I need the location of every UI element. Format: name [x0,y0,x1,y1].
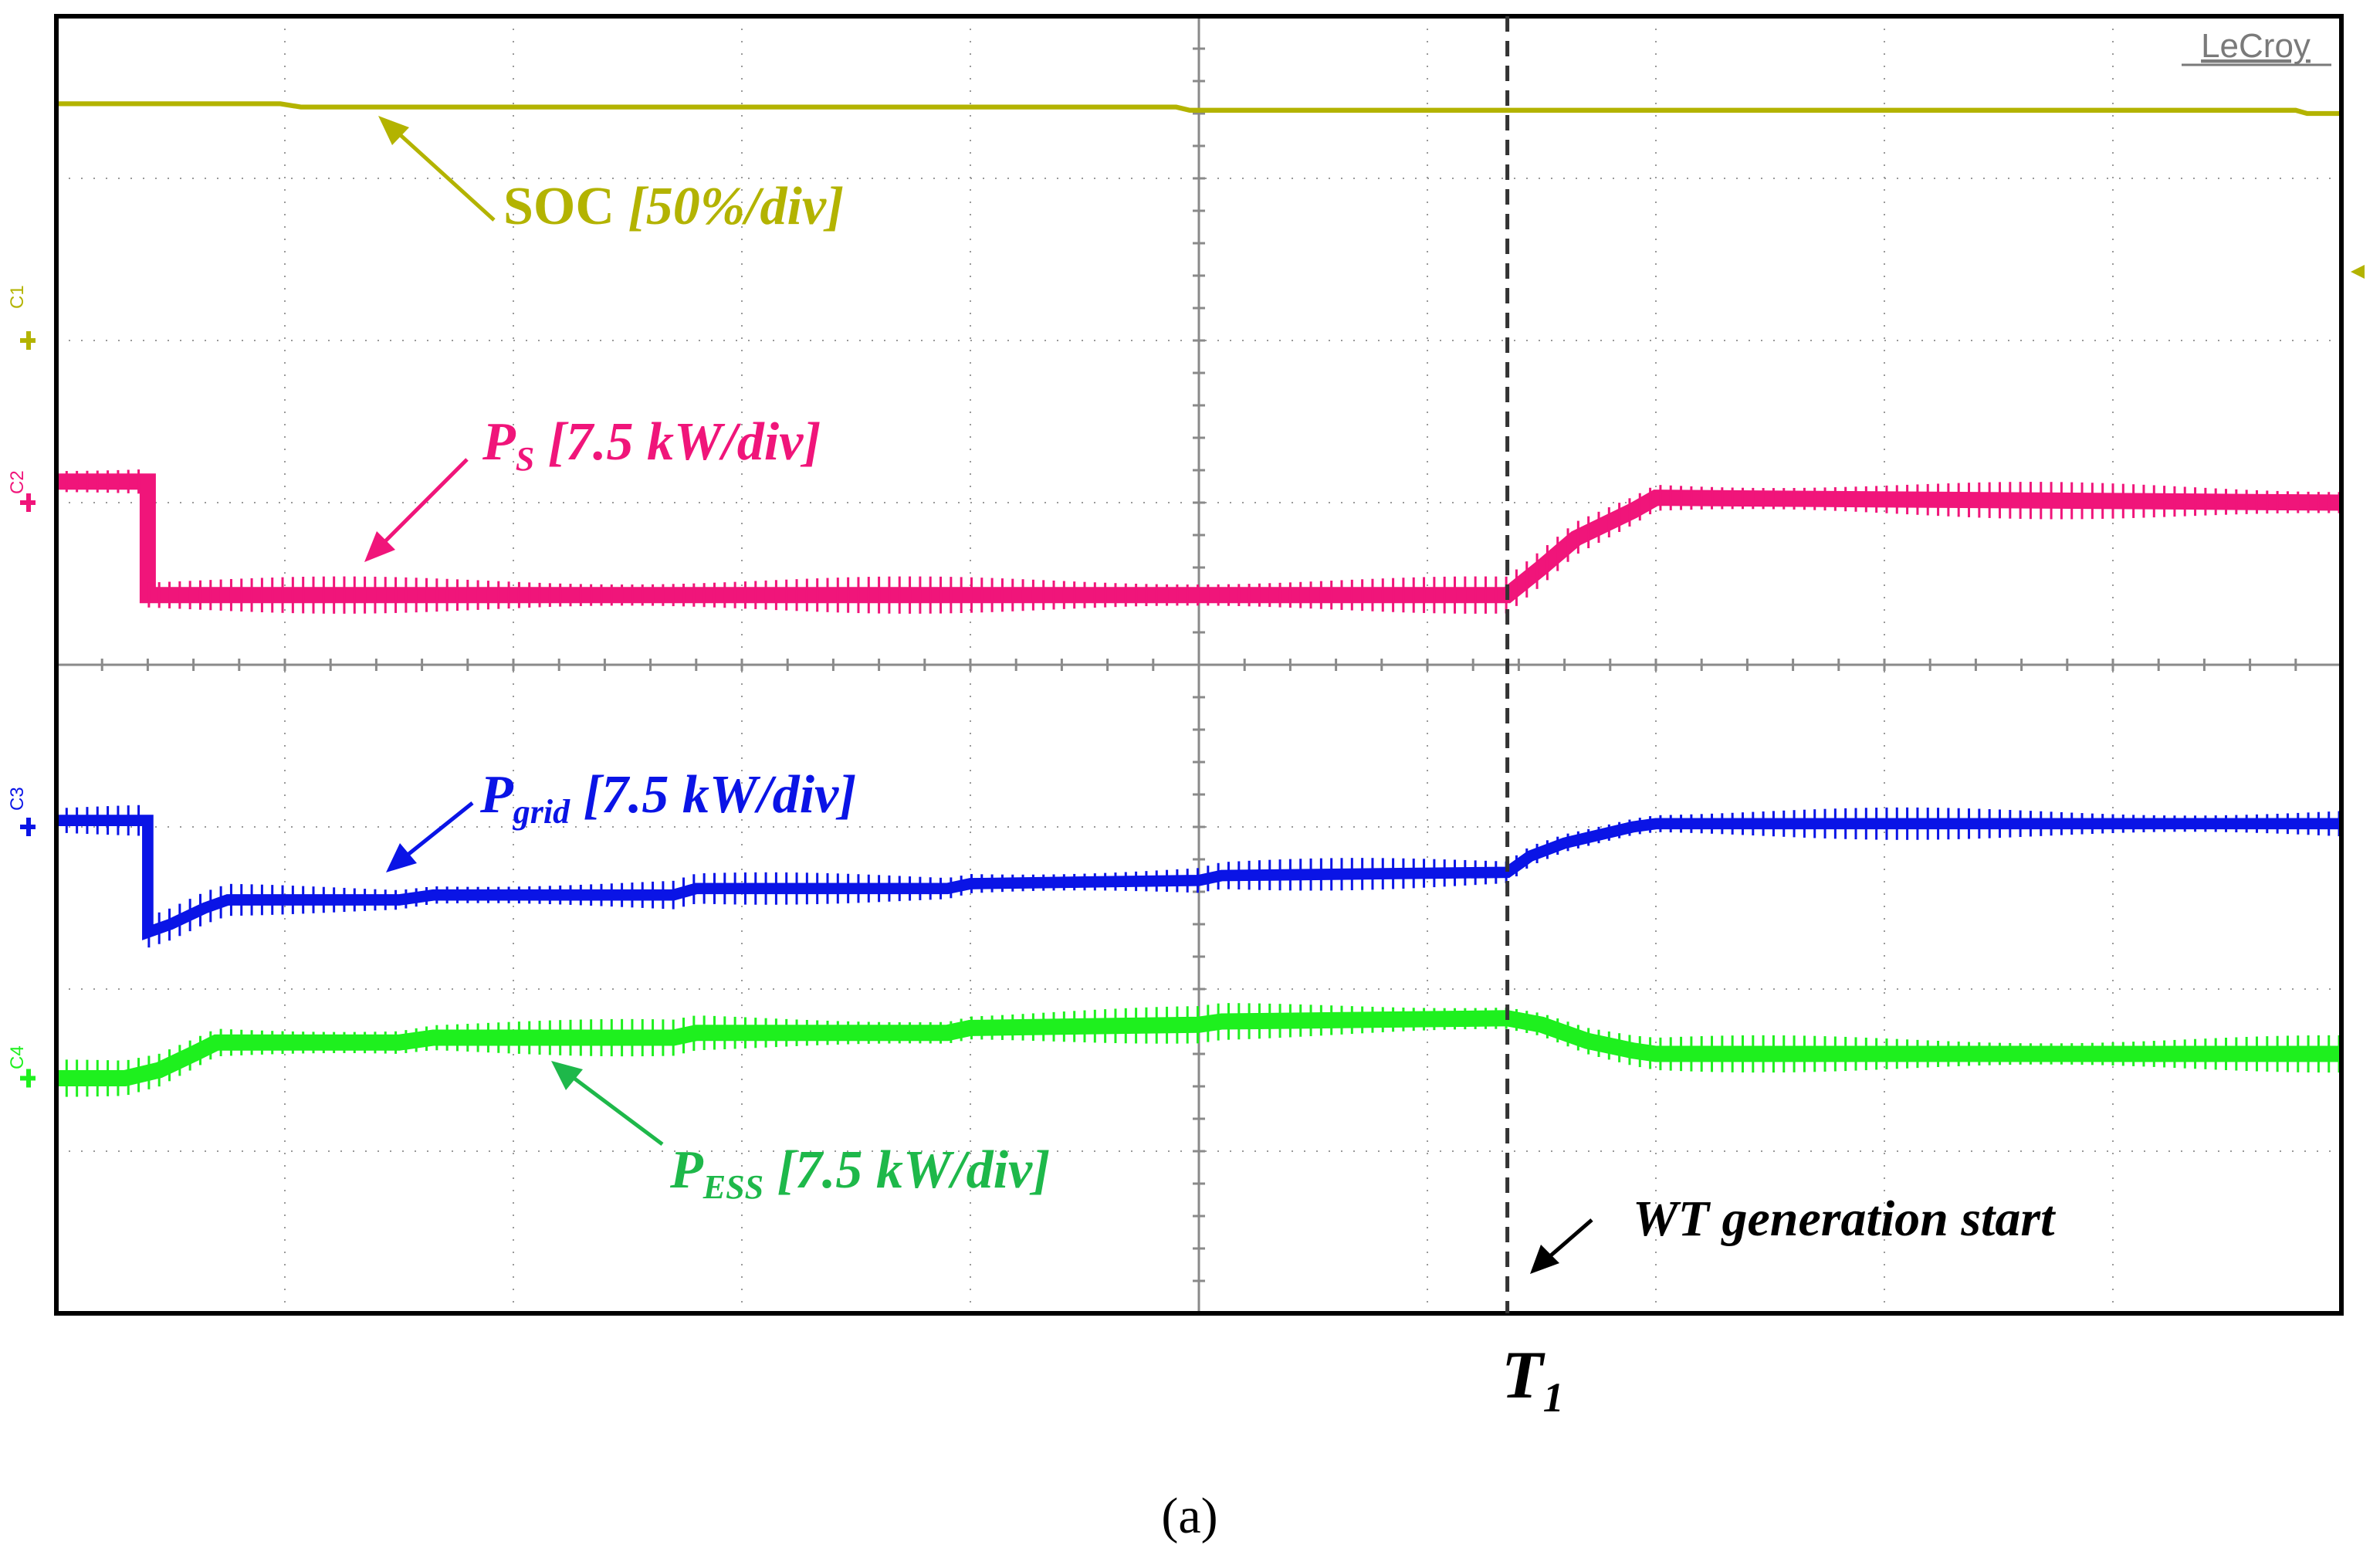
trace-noise-p-grid [55,805,2341,948]
event-annotation: WT generation start [1530,1191,2056,1274]
pgrid-subscript: grid [513,793,570,831]
channel-labels: C1 C2 C3 C4 [7,285,28,1069]
trace-soc [56,101,2341,117]
ps-annotation: PS [7.5 kW/div] [364,412,821,562]
soc-scale: [50%/div] [628,177,844,236]
pess-label: P [669,1140,704,1200]
channel-label-c2: C2 [7,470,28,494]
channel-label-c3: C3 [7,787,28,811]
ps-subscript: S [516,440,534,478]
ps-arrow [381,458,469,546]
svg-text:T1: T1 [1501,1338,1564,1421]
pess-scale: [7.5 kW/div] [763,1140,1050,1200]
soc-label: SOC [503,177,628,236]
ground-marker-bar-soc [20,338,36,343]
brand-label: LeCroy [2201,27,2311,65]
pgrid-arrowhead-icon [386,843,417,872]
trace-noise-p-ess [55,1003,2341,1097]
svg-text:Pgrid [7.5 kW/div]: Pgrid [7.5 kW/div] [479,765,856,831]
trigger-marker-icon [2351,265,2365,279]
ground-markers [20,331,36,1088]
trace-p-s [56,473,2342,604]
event-arrow [1544,1218,1593,1262]
ps-arrowhead-icon [364,531,395,562]
svg-text:PS [7.5 kW/div]: PS [7.5 kW/div] [482,412,821,478]
pess-arrowhead-icon [551,1061,583,1090]
ground-marker-bar-p-ess [20,1076,36,1081]
soc-arrow [384,120,496,222]
traces [55,101,2342,1097]
pess-subscript: ESS [702,1168,763,1206]
soc-arrowhead-icon [378,116,409,145]
channel-label-c4: C4 [7,1045,28,1069]
event-marker-subscript: 1 [1543,1374,1564,1421]
pgrid-label: P [479,765,514,825]
screen-frame [54,14,2344,1316]
ps-scale: [7.5 kW/div] [534,412,821,472]
event-arrowhead-icon [1530,1245,1559,1274]
trace-noise-p-s [55,469,2341,614]
ps-label: P [482,412,516,472]
svg-text:PESS [7.5 kW/div]: PESS [7.5 kW/div] [669,1140,1050,1206]
figure-caption: (a) [1161,1488,1217,1544]
channel-label-c1: C1 [7,285,28,309]
pgrid-arrow [401,801,474,860]
pgrid-annotation: Pgrid [7.5 kW/div] [386,765,856,872]
svg-text:SOC [50%/div]: SOC [50%/div] [503,177,844,236]
pgrid-scale: [7.5 kW/div] [570,765,856,825]
ground-marker-bar-p-s [20,500,36,505]
event-marker-label: T [1501,1338,1545,1413]
pess-annotation: PESS [7.5 kW/div] [551,1061,1050,1206]
ground-marker-bar-p-grid [20,825,36,829]
grid [55,15,2343,1315]
event-label: WT generation start [1633,1191,2056,1247]
soc-annotation: SOC [50%/div] [378,116,844,236]
pess-arrow [566,1071,664,1147]
